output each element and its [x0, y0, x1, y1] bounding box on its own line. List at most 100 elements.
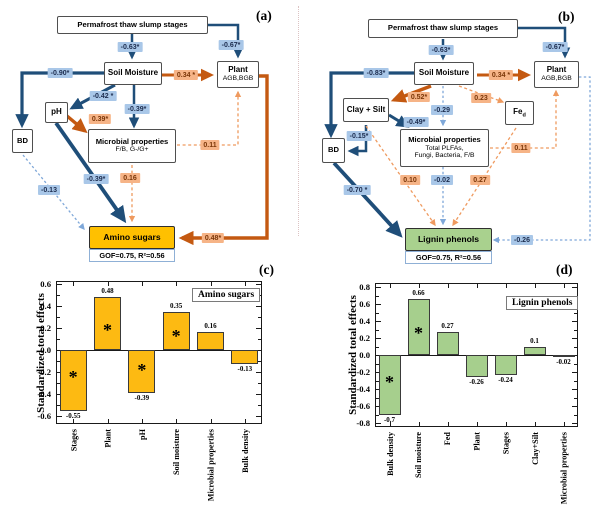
x-tick-d [505, 284, 507, 288]
node-microbial-a-sublabel: F/B, G-/G+ [115, 146, 149, 154]
node-stages-b: Permafrost thaw slump stages [368, 19, 518, 38]
coef-microbial-outcome-b: -0.02 [431, 175, 453, 185]
node-microbial-b-sublabel1: Total PLFAs, [425, 144, 464, 152]
bar-c-1 [59, 350, 87, 411]
x-tick-d [418, 422, 420, 426]
x-tick-c [176, 419, 178, 423]
y-tick-c [258, 383, 261, 385]
node-fed-b: Fed [505, 101, 534, 125]
y-tick-c [256, 416, 261, 418]
node-plant-b-label: Plant [546, 65, 567, 75]
y-tick-d [574, 329, 577, 331]
y-tick-d [572, 423, 577, 425]
y-tick-c [258, 317, 261, 319]
x-tick-label-d: Soil moisture [414, 432, 424, 479]
x-tick-d [389, 422, 391, 426]
x-tick-label-c: Stages [69, 429, 79, 452]
bar-c-3 [128, 350, 156, 393]
y-tick-label-c: -0.6 [37, 411, 51, 421]
fed-main-text: Fe [513, 106, 523, 116]
y-tick-label-c: 0.0 [40, 345, 51, 355]
node-soil-moisture-b: Soil Moisture [414, 62, 474, 85]
gof-bar-b: GOF=0.75, R²=0.56 [405, 251, 492, 264]
node-microbial-b-sublabel2: Fungi, Bacteria, F/B [414, 152, 475, 160]
x-tick-d [505, 422, 507, 426]
gof-bar-a: GOF=0.75, R²=0.56 [89, 249, 175, 262]
x-tick-c [244, 282, 247, 286]
x-tick-label-c: Soil moisture [172, 429, 182, 476]
x-tick-label-c: Microbial properties [206, 429, 216, 502]
y-tick-d [376, 380, 379, 382]
panel-letter-a: (a) [256, 8, 272, 23]
node-lignin-phenols-label: Lignin phenols [417, 233, 480, 244]
y-tick-d [572, 338, 577, 340]
panel-divider [298, 6, 299, 236]
node-bd-b-label: BD [328, 145, 339, 155]
y-tick-label-c: 0.4 [40, 301, 51, 311]
bar-d-4 [465, 355, 488, 378]
y-tick-label-c: -0.2 [37, 367, 51, 377]
x-tick-label-c: pH [137, 429, 147, 440]
x-tick-label-d: Stages [501, 432, 511, 455]
y-tick-label-c: 0.6 [40, 279, 51, 289]
x-tick-d [534, 284, 536, 288]
coef-microbial-outcome-a: 0.16 [120, 173, 140, 183]
y-axis-title-c: Standardized total effects [35, 292, 47, 413]
y-tick-d [376, 287, 381, 289]
significance-asterisk: * [385, 371, 394, 392]
y-tick-label-c: -0.4 [37, 389, 51, 399]
y-tick-d [574, 363, 577, 365]
fed-sub-text: d [522, 112, 526, 119]
y-tick-d [574, 380, 577, 382]
x-tick-d [447, 422, 449, 426]
y-tick-d [376, 329, 379, 331]
coef-stages-soil-b: -0.63* [428, 45, 454, 55]
y-tick-d [572, 406, 577, 408]
y-tick-c [57, 416, 62, 418]
node-bd-a: BD [12, 129, 33, 153]
y-tick-c [57, 372, 62, 374]
x-tick-label-d: Bulk density [385, 432, 395, 476]
node-bd-b: BD [322, 138, 345, 163]
y-tick-c [57, 295, 60, 297]
x-tick-d [563, 284, 565, 288]
y-tick-d [376, 346, 379, 348]
coef-clay-microbial-b: -0.49* [403, 117, 429, 127]
y-tick-c [258, 361, 261, 363]
x-tick-c [210, 282, 212, 286]
panel-letter-d: (d) [556, 262, 573, 277]
bar-d-7 [552, 355, 575, 357]
bar-d-5 [494, 355, 517, 376]
coef-clay-outcome-b: 0.10 [400, 175, 420, 185]
node-ph-a: pH [45, 102, 68, 123]
coef-bd-outcome-a: -0.13 [38, 185, 60, 195]
coef-bd-outcome-b: -0.70 * [343, 185, 371, 195]
y-tick-label-d: -0.8 [356, 418, 370, 428]
bar-d-1 [378, 355, 401, 415]
coef-plant-outcome-b: -0.26 [511, 235, 533, 245]
node-ph-a-label: pH [51, 107, 62, 117]
coef-soil-ph-a: -0.42 * [89, 91, 117, 101]
significance-asterisk: * [137, 360, 147, 381]
node-soil-moisture-a-label: Soil Moisture [107, 68, 159, 78]
significance-asterisk: * [103, 319, 112, 340]
y-tick-c [57, 339, 60, 341]
bar-value-label: 0.35 [170, 301, 183, 310]
y-tick-label-d: 0.8 [359, 282, 370, 292]
coef-stages-plant-b: -0.67* [542, 42, 568, 52]
node-plant-a-label: Plant [228, 65, 248, 75]
x-tick-d [476, 284, 478, 288]
coef-soil-plant-a: 0.34 * [173, 70, 199, 80]
y-tick-d [572, 287, 577, 289]
y-tick-c [57, 306, 62, 308]
y-tick-c [57, 383, 60, 385]
y-tick-d [572, 389, 577, 391]
node-lignin-phenols: Lignin phenols [405, 228, 492, 251]
y-tick-d [376, 321, 381, 323]
x-tick-c [73, 282, 75, 286]
x-tick-d [534, 422, 536, 426]
node-amino-sugars-label: Amino sugars [103, 231, 161, 242]
node-microbial-a: Microbial properties F/B, G-/G+ [88, 129, 176, 163]
bar-value-label: -0.55 [65, 411, 81, 420]
y-tick-d [376, 414, 379, 416]
